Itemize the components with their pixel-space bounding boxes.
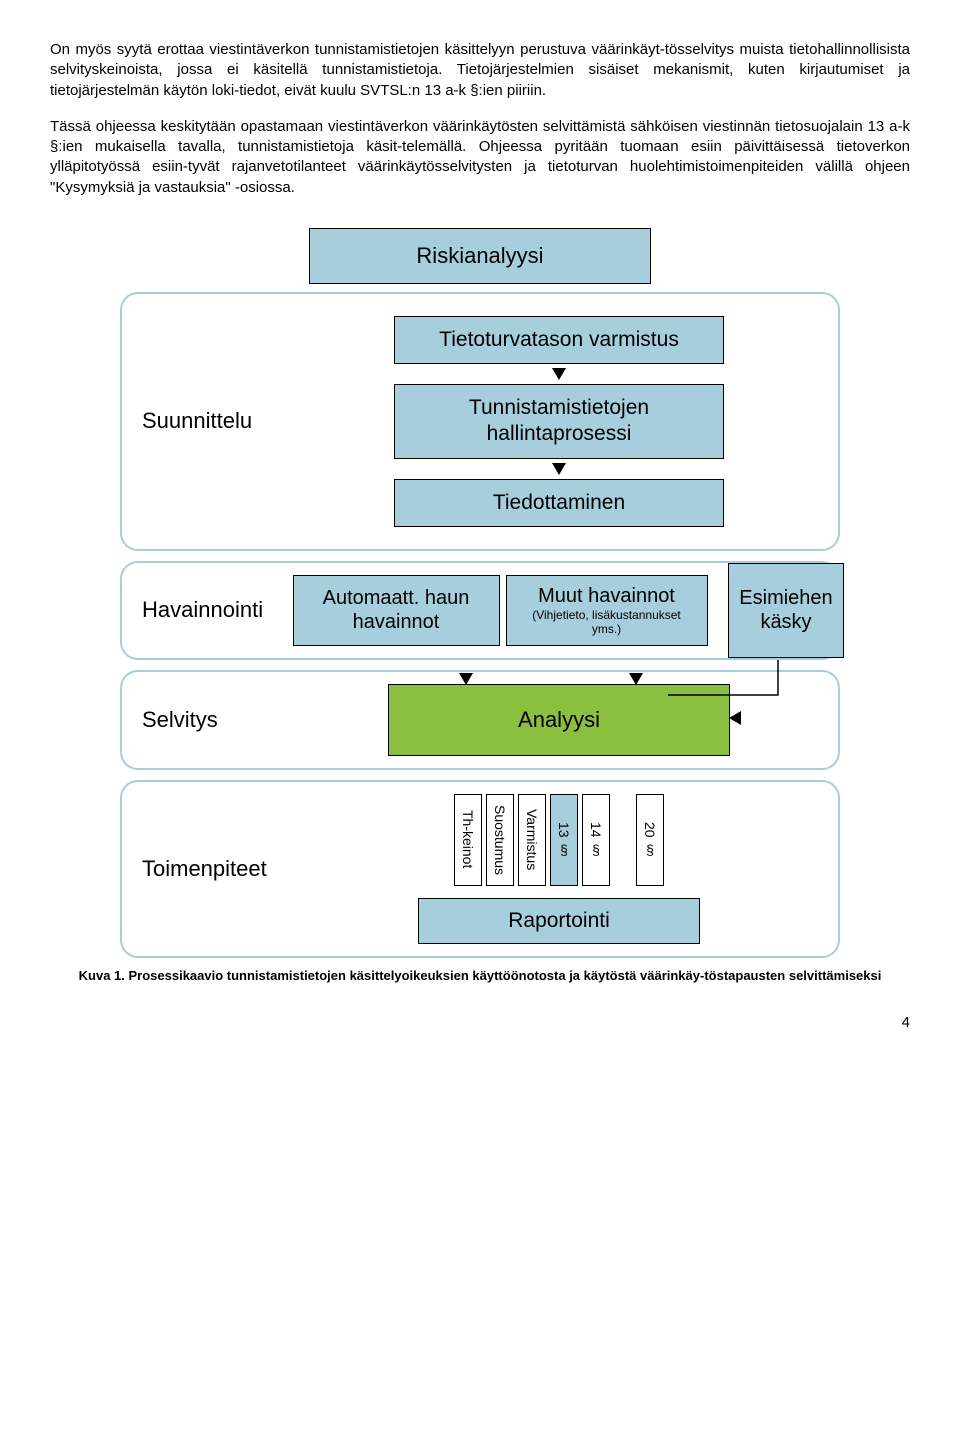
box-muut-havainnot: Muut havainnot (Vihjetieto, lisäkustannu… [506, 575, 708, 646]
col-text: 13 § [556, 822, 572, 857]
box-tietoturvataso: Tietoturvatason varmistus [394, 316, 724, 364]
arrow-into-analyysi-2 [629, 673, 643, 687]
box-esimiehen-kasky: Esimiehen käsky [728, 563, 844, 658]
phase-label-suunnittelu: Suunnittelu [142, 408, 292, 434]
process-diagram: Riskianalyysi Suunnittelu Tietoturvataso… [120, 228, 840, 958]
phase-suunnittelu: Suunnittelu Tietoturvatason varmistus Tu… [120, 292, 840, 551]
box-muut-sub: (Vihjetieto, lisäkustannukset yms.) [517, 608, 697, 637]
col-13: 13 § [550, 794, 578, 886]
figure-caption: Kuva 1. Prosessikaavio tunnistamistietoj… [50, 968, 910, 985]
col-20: 20 § [636, 794, 664, 886]
col-text: Th-keinot [460, 810, 476, 868]
phase-havainnointi: Havainnointi Automaatt. haun havainnot M… [120, 561, 840, 660]
paragraph-1: On myös syytä erottaa viestintäverkon tu… [50, 40, 910, 101]
box-automaatt-haku: Automaatt. haun havainnot [293, 575, 500, 646]
toimenpiteet-columns: Th-keinot Suostumus Varmistus 13 § 14 § … [454, 794, 664, 886]
phase-label-selvitys: Selvitys [142, 707, 292, 733]
esimies-text: Esimiehen käsky [729, 586, 843, 634]
phase-label-havainnointi: Havainnointi [142, 597, 292, 623]
col-text: Varmistus [524, 809, 540, 870]
page-number: 4 [50, 1014, 910, 1031]
phase-label-toimenpiteet: Toimenpiteet [142, 856, 292, 882]
analyysi-text: Analyysi [518, 707, 600, 732]
col-varmistus: Varmistus [518, 794, 546, 886]
phase-toimenpiteet: Toimenpiteet Th-keinot Suostumus Varmist… [120, 780, 840, 958]
col-th-keinot: Th-keinot [454, 794, 482, 886]
col-14: 14 § [582, 794, 610, 886]
arrow-icon [552, 368, 566, 380]
phase-selvitys: Selvitys Analyysi [120, 670, 840, 770]
box-muut-title: Muut havainnot [517, 584, 697, 608]
box-analyysi: Analyysi [388, 684, 730, 756]
box-riskianalyysi: Riskianalyysi [309, 228, 651, 284]
arrow-into-analyysi-3 [727, 711, 741, 725]
arrow-into-analyysi-1 [459, 673, 473, 687]
col-text: Suostumus [492, 805, 508, 875]
paragraph-2: Tässä ohjeessa keskitytään opastamaan vi… [50, 117, 910, 198]
col-text: 14 § [588, 822, 604, 857]
box-tunnistamistiedot: Tunnistamistietojen hallintaprosessi [394, 384, 724, 459]
col-text: 20 § [642, 822, 658, 857]
box-automaatt-text: Automaatt. haun havainnot [304, 586, 489, 634]
arrow-icon [552, 463, 566, 475]
box-tiedottaminen: Tiedottaminen [394, 479, 724, 527]
box-raportointi: Raportointi [418, 898, 700, 944]
col-suostumus: Suostumus [486, 794, 514, 886]
